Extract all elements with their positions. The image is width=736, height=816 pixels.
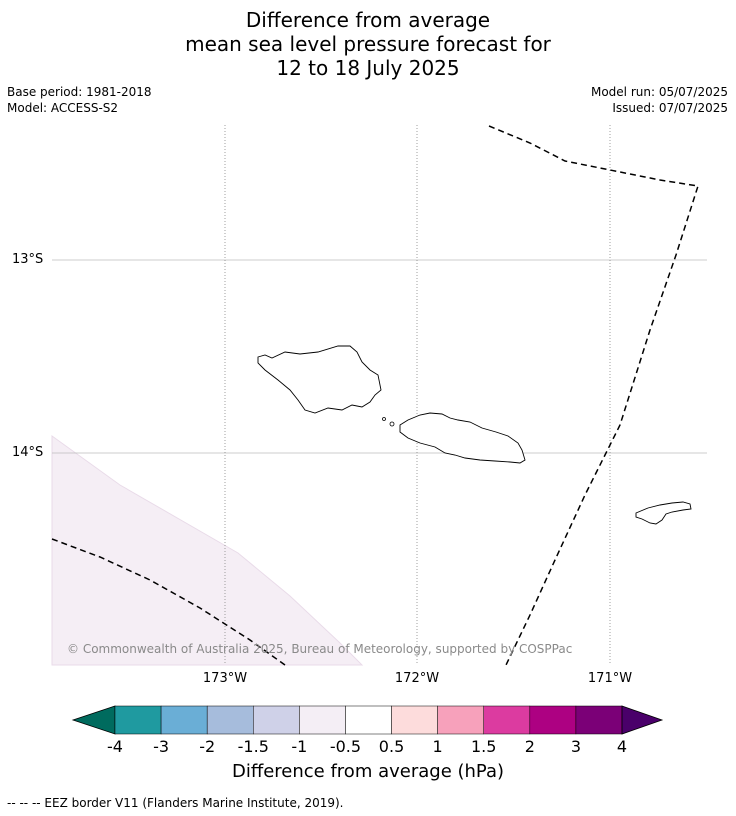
lat-label-13s: 13°S xyxy=(12,252,44,267)
colorbar-tick-label: 2 xyxy=(524,737,535,756)
title-line-3: 12 to 18 July 2025 xyxy=(276,56,460,80)
copyright-notice: © Commonwealth of Australia 2025, Bureau… xyxy=(67,642,573,656)
colorbar-tick-label: -0.5 xyxy=(329,737,362,756)
colorbar-swatch xyxy=(391,705,438,735)
colorbar-extend-low xyxy=(71,705,116,735)
colorbar-swatch xyxy=(253,705,300,735)
colorbar-tick-label: -2 xyxy=(199,737,216,756)
colorbar-swatch xyxy=(483,705,531,735)
colorbar xyxy=(71,705,664,735)
manono-islet xyxy=(382,417,386,421)
colorbar-tick-label: 4 xyxy=(616,737,628,756)
issued-date: Issued: 07/07/2025 xyxy=(612,101,728,115)
base-period: Base period: 1981-2018 xyxy=(7,85,152,99)
title-line-1: Difference from average xyxy=(245,8,491,32)
colorbar-title: Difference from average (hPa) xyxy=(231,761,505,782)
colorbar-swatch xyxy=(160,705,208,735)
model-name: Model: ACCESS-S2 xyxy=(7,101,119,115)
title-line-2: mean sea level pressure forecast for xyxy=(185,32,551,56)
lat-label-14s: 14°S xyxy=(12,445,44,460)
colorbar-tick-label: -4 xyxy=(107,737,123,756)
colorbar-swatch xyxy=(299,705,346,735)
colorbar-swatch xyxy=(437,705,484,735)
colorbar-tick-label: -1 xyxy=(291,737,308,756)
tutuila-island xyxy=(635,501,692,525)
chart-title: Difference from average mean sea level p… xyxy=(0,8,736,80)
colorbar-swatch xyxy=(529,705,577,735)
eez-legend-footer: -- -- -- EEZ border V11 (Flanders Marine… xyxy=(7,796,344,810)
colorbar-tick-label: 3 xyxy=(570,737,581,756)
lon-label-172w: 172°W xyxy=(394,671,440,686)
meta-right: Model run: 05/07/2025 Issued: 07/07/2025 xyxy=(591,84,728,116)
anomaly-region-shading xyxy=(51,435,364,666)
apolima-islet xyxy=(389,421,395,427)
eez-border-southwest xyxy=(51,538,286,666)
eez-border-samoa xyxy=(488,125,699,666)
savaii-island xyxy=(257,345,382,414)
colorbar-tick-label: -1.5 xyxy=(237,737,269,756)
colorbar-tick-label: 0.5 xyxy=(378,737,405,756)
colorbar-swatch xyxy=(114,705,162,735)
meta-left: Base period: 1981-2018 Model: ACCESS-S2 xyxy=(7,84,152,116)
colorbar-tick-label: 1.5 xyxy=(470,737,497,756)
model-run: Model run: 05/07/2025 xyxy=(590,85,728,99)
colorbar-swatch xyxy=(575,705,623,735)
colorbar-tick-label: -3 xyxy=(153,737,170,756)
lon-label-171w: 171°W xyxy=(587,671,633,686)
colorbar-tick-label: 1 xyxy=(432,737,443,756)
upolu-island xyxy=(399,412,526,464)
colorbar-extend-high xyxy=(621,705,664,735)
colorbar-swatch xyxy=(345,705,392,735)
colorbar-swatch xyxy=(206,705,254,735)
lon-label-173w: 173°W xyxy=(202,671,248,686)
